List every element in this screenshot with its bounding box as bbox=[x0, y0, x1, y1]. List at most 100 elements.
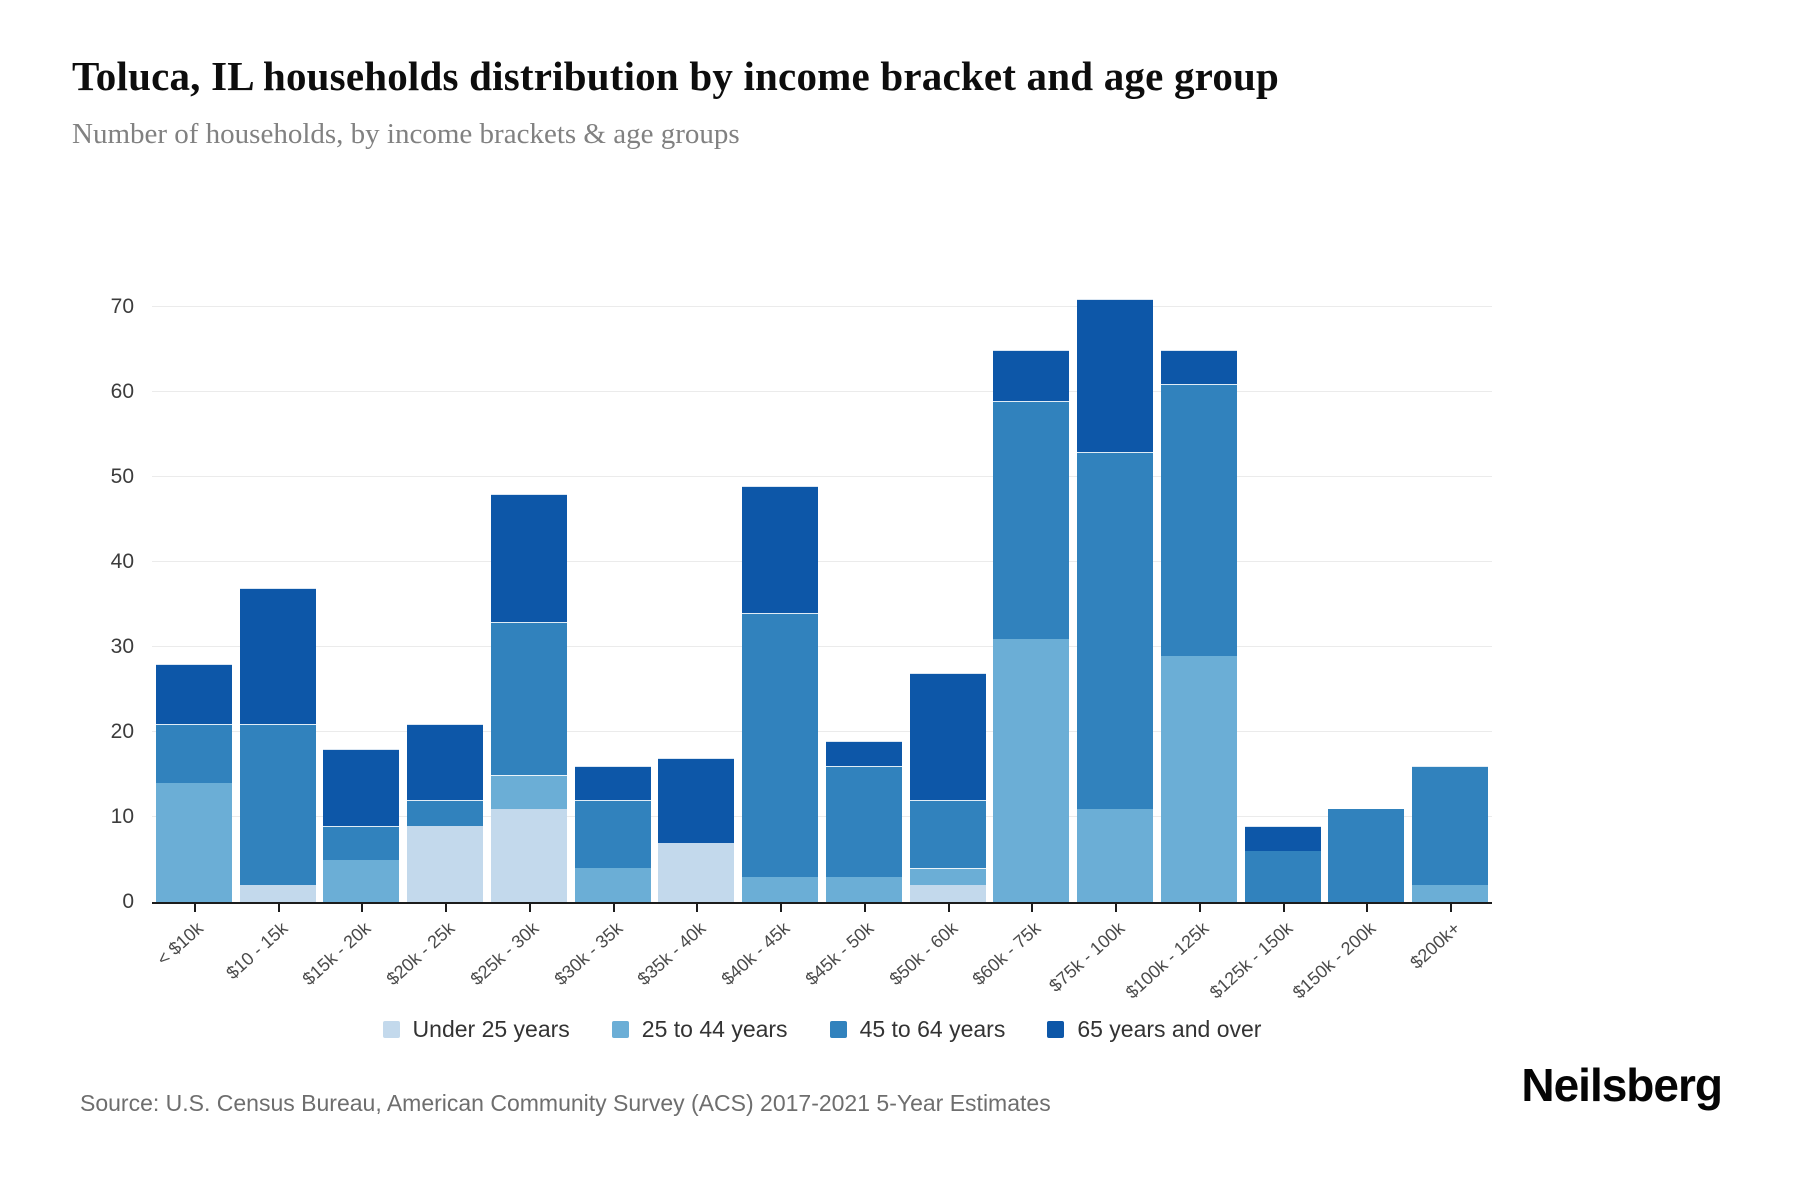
bar-slot: $20k - 25k bbox=[383, 262, 487, 989]
bar-segment[interactable] bbox=[825, 740, 902, 766]
bar-segment[interactable] bbox=[658, 842, 735, 902]
bar-segment[interactable] bbox=[909, 800, 986, 868]
bar-slot: < $10k bbox=[152, 262, 236, 969]
bar-segment[interactable] bbox=[993, 349, 1070, 401]
stacked-bar[interactable] bbox=[658, 757, 735, 902]
x-axis-tick bbox=[528, 904, 531, 912]
legend-label: 25 to 44 years bbox=[641, 1016, 788, 1042]
bar-segment[interactable] bbox=[1077, 808, 1154, 902]
bar-segment[interactable] bbox=[239, 587, 316, 724]
bar-segment[interactable] bbox=[1160, 349, 1237, 384]
bar-segment[interactable] bbox=[1328, 808, 1405, 902]
stacked-bar[interactable] bbox=[993, 349, 1070, 902]
bar-slot: $15k - 20k bbox=[299, 262, 404, 989]
bar-segment[interactable] bbox=[825, 876, 902, 902]
y-gridline bbox=[152, 816, 1492, 817]
bar-segment[interactable] bbox=[909, 672, 986, 800]
bar-segment[interactable] bbox=[742, 876, 819, 902]
bar-segment[interactable] bbox=[742, 485, 819, 613]
y-axis-tick-label: 0 bbox=[122, 890, 134, 913]
stacked-bar[interactable] bbox=[825, 740, 902, 902]
x-axis-tick bbox=[863, 904, 866, 912]
legend-item[interactable]: Under 25 years bbox=[382, 1016, 570, 1043]
bar-segment[interactable] bbox=[574, 800, 651, 868]
legend-item[interactable]: 45 to 64 years bbox=[829, 1016, 1005, 1043]
x-axis-tick-label: $60k - 75k bbox=[968, 918, 1045, 990]
page-subtitle: Number of households, by income brackets… bbox=[72, 118, 740, 150]
x-axis-tick bbox=[612, 904, 615, 912]
bar-segment[interactable] bbox=[490, 621, 567, 775]
stacked-bar[interactable] bbox=[239, 587, 316, 902]
bar-segment[interactable] bbox=[1160, 383, 1237, 656]
stacked-bar[interactable] bbox=[742, 485, 819, 902]
x-axis-tick-label: $125k - 150k bbox=[1205, 918, 1297, 1003]
x-axis-tick bbox=[445, 904, 448, 912]
stacked-bar[interactable] bbox=[909, 672, 986, 902]
bar-segment[interactable] bbox=[825, 766, 902, 877]
y-gridline bbox=[152, 391, 1492, 392]
legend-item[interactable]: 65 years and over bbox=[1047, 1016, 1261, 1043]
bar-segment[interactable] bbox=[1160, 655, 1237, 902]
bar-segment[interactable] bbox=[1077, 298, 1154, 452]
stacked-bar[interactable] bbox=[1077, 298, 1154, 902]
y-axis-tick-label: 30 bbox=[110, 635, 134, 658]
legend-swatch-icon bbox=[1047, 1021, 1065, 1038]
bar-segment[interactable] bbox=[239, 723, 316, 885]
bar-segment[interactable] bbox=[1412, 885, 1489, 902]
bar-segment[interactable] bbox=[239, 885, 316, 902]
x-axis-tick-label: $50k - 60k bbox=[885, 918, 962, 990]
legend-label: Under 25 years bbox=[412, 1016, 570, 1042]
y-gridline bbox=[152, 561, 1492, 562]
bar-segment[interactable] bbox=[155, 783, 232, 902]
bar-segment[interactable] bbox=[323, 825, 400, 860]
bar-segment[interactable] bbox=[490, 808, 567, 902]
bar-slot: $100k - 125k bbox=[1122, 262, 1241, 1003]
bar-segment[interactable] bbox=[742, 613, 819, 877]
bar-segment[interactable] bbox=[909, 868, 986, 885]
bar-segment[interactable] bbox=[574, 766, 651, 800]
legend-item[interactable]: 25 to 44 years bbox=[611, 1016, 788, 1043]
stacked-bar[interactable] bbox=[1160, 349, 1237, 902]
x-axis-tick bbox=[1282, 904, 1285, 912]
page-title: Toluca, IL households distribution by in… bbox=[72, 53, 1280, 99]
y-gridline bbox=[152, 476, 1492, 477]
bar-slot: $30k - 35k bbox=[550, 262, 655, 989]
bar-segment[interactable] bbox=[155, 664, 232, 724]
bar-segment[interactable] bbox=[1412, 766, 1489, 885]
x-axis-tick bbox=[947, 904, 950, 912]
bar-slot: $200k+ bbox=[1406, 262, 1492, 973]
bar-segment[interactable] bbox=[490, 494, 567, 622]
bar-slot: $40k - 45k bbox=[718, 262, 822, 989]
stacked-bar[interactable] bbox=[490, 494, 567, 902]
bar-segment[interactable] bbox=[909, 885, 986, 902]
bar-segment[interactable] bbox=[1077, 451, 1154, 809]
stacked-bar[interactable] bbox=[1412, 766, 1489, 902]
bar-slot: $150k - 200k bbox=[1289, 262, 1409, 1003]
bar-segment[interactable] bbox=[1244, 825, 1321, 851]
bar-segment[interactable] bbox=[993, 638, 1070, 902]
bar-segment[interactable] bbox=[323, 749, 400, 826]
x-axis-tick-label: $20k - 25k bbox=[382, 918, 459, 990]
stacked-bar[interactable] bbox=[574, 766, 651, 902]
stacked-bar[interactable] bbox=[407, 723, 484, 902]
stacked-bar[interactable] bbox=[155, 664, 232, 902]
bar-segment[interactable] bbox=[323, 859, 400, 902]
x-axis-tick bbox=[1450, 904, 1453, 912]
stacked-bar[interactable] bbox=[1328, 808, 1405, 902]
y-axis-tick-label: 50 bbox=[110, 465, 134, 488]
bar-segment[interactable] bbox=[490, 774, 567, 809]
bar-slot: $25k - 30k bbox=[466, 262, 571, 989]
stacked-bar[interactable] bbox=[323, 749, 400, 902]
bar-segment[interactable] bbox=[574, 868, 651, 902]
bar-segment[interactable] bbox=[658, 757, 735, 843]
bar-segment[interactable] bbox=[1244, 851, 1321, 902]
chart-legend: Under 25 years 25 to 44 years 45 to 64 yea… bbox=[152, 1016, 1492, 1043]
bar-segment[interactable] bbox=[407, 800, 484, 826]
bar-segment[interactable] bbox=[407, 723, 484, 800]
bar-segment[interactable] bbox=[155, 723, 232, 783]
bar-segment[interactable] bbox=[993, 400, 1070, 639]
bar-segment[interactable] bbox=[407, 825, 484, 902]
stacked-bar[interactable] bbox=[1244, 825, 1321, 902]
x-axis-tick bbox=[1031, 904, 1034, 912]
x-axis-tick-label: $75k - 100k bbox=[1045, 918, 1129, 996]
